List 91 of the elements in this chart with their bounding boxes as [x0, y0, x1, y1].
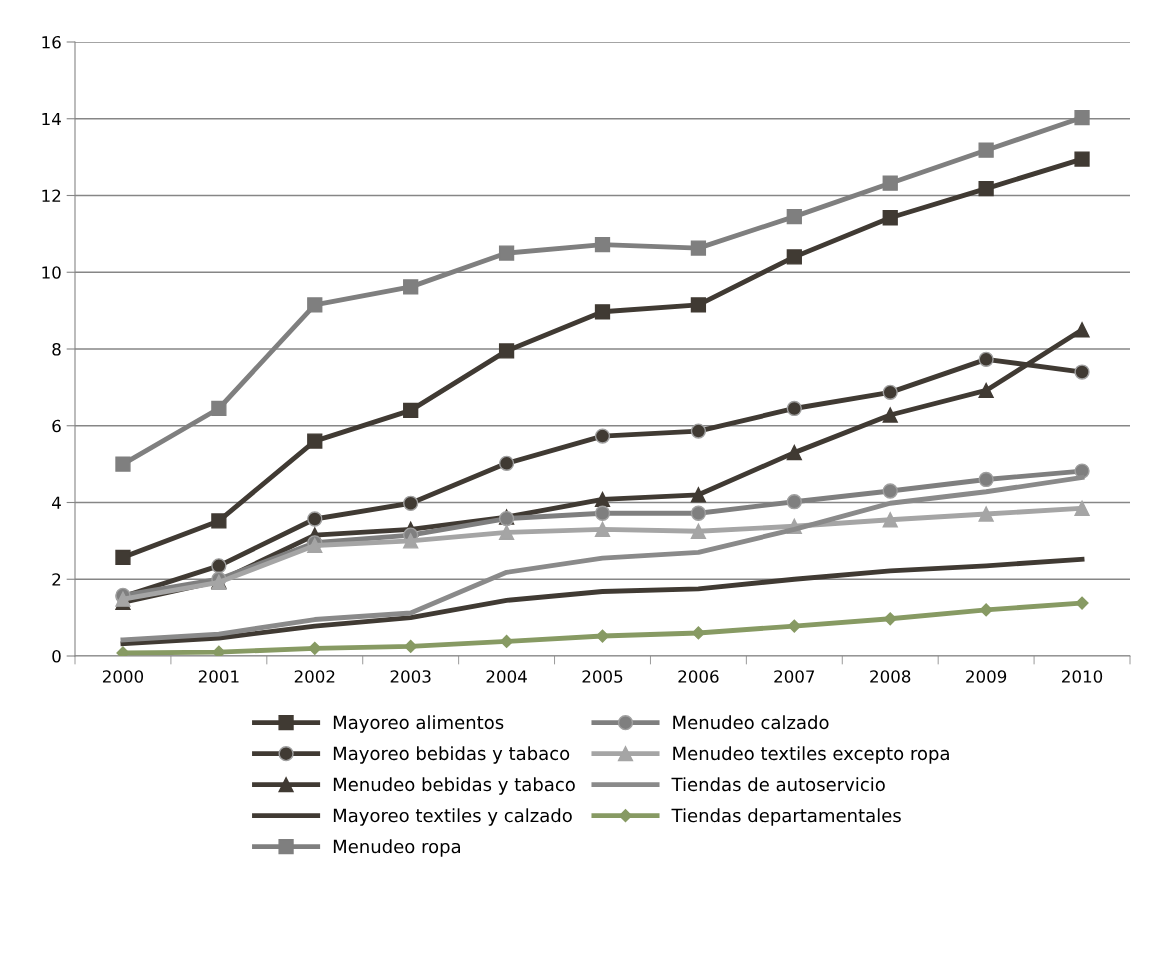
legend-label: Menudeo ropa — [333, 839, 460, 857]
point — [691, 626, 705, 640]
y-tick-label: 8 — [52, 342, 61, 356]
legend-label: Menudeo calzado — [673, 715, 829, 730]
y-tick-label: 16 — [42, 35, 61, 49]
point — [594, 236, 611, 253]
point — [500, 634, 514, 649]
point — [786, 494, 802, 510]
point — [403, 279, 419, 295]
point — [1075, 596, 1089, 610]
point — [1074, 109, 1090, 126]
legend-label: Menudeo bebidas y tabaco — [333, 777, 575, 795]
point — [403, 495, 419, 511]
point — [786, 208, 802, 225]
point — [115, 456, 131, 472]
point — [1074, 322, 1090, 338]
point — [211, 558, 227, 574]
y-tick-label: 12 — [42, 189, 61, 202]
point — [595, 629, 610, 643]
point — [882, 407, 898, 423]
y-tick-label: 0 — [52, 649, 61, 663]
point — [1074, 151, 1090, 167]
point — [690, 523, 707, 539]
point — [594, 304, 611, 320]
point — [883, 612, 897, 626]
point — [404, 639, 418, 653]
point — [498, 343, 515, 359]
point — [211, 400, 227, 417]
point — [594, 491, 611, 508]
point — [979, 603, 993, 617]
legend-label: Mayoreo bebidas y tabaco — [333, 746, 570, 764]
point — [307, 433, 323, 449]
point — [882, 384, 898, 401]
legend-label: Menudeo textiles excepto ropa — [673, 746, 949, 764]
legend-label: Tiendas de autoservicio — [671, 777, 885, 792]
point — [690, 487, 707, 503]
point — [403, 402, 419, 419]
point — [594, 505, 611, 521]
point — [882, 210, 898, 226]
x-tick-label: 2007 — [774, 670, 815, 683]
point — [787, 619, 801, 633]
x-tick-label: 2009 — [966, 670, 1007, 683]
y-tick-label: 14 — [42, 112, 61, 126]
point — [403, 533, 419, 549]
legend-label: Tiendas departamentales — [671, 808, 901, 826]
point — [882, 175, 898, 191]
point — [786, 444, 802, 461]
point — [307, 297, 323, 313]
point — [594, 428, 611, 444]
x-tick-label: 2002 — [294, 670, 335, 683]
point — [690, 297, 707, 313]
point — [116, 646, 130, 656]
point — [978, 382, 994, 399]
x-tick-label: 2003 — [390, 670, 431, 683]
x-tick-label: 2000 — [102, 670, 144, 683]
legend-label: Mayoreo alimentos — [333, 715, 504, 733]
y-tick-label: 10 — [42, 266, 61, 279]
point — [498, 524, 515, 541]
point — [786, 400, 802, 417]
point — [211, 513, 227, 529]
point — [690, 505, 707, 521]
point — [307, 511, 323, 527]
x-tick-label: 2010 — [1062, 670, 1103, 683]
point — [1074, 364, 1090, 380]
point — [690, 423, 707, 439]
point — [594, 521, 611, 538]
point — [978, 180, 994, 197]
point — [690, 240, 707, 256]
point — [882, 483, 898, 499]
x-tick-label: 2008 — [870, 670, 911, 683]
point — [1074, 500, 1090, 516]
point — [882, 512, 898, 528]
point — [498, 245, 515, 261]
line-series — [120, 556, 1085, 647]
point — [786, 249, 802, 265]
x-tick-label: 2005 — [582, 670, 623, 683]
point — [115, 549, 131, 566]
point — [212, 645, 226, 656]
point — [978, 351, 994, 368]
point — [978, 471, 994, 488]
y-tick-label: 4 — [52, 496, 61, 509]
y-tick-label: 6 — [52, 419, 61, 433]
x-tick-label: 2001 — [198, 670, 239, 683]
x-tick-label: 2006 — [678, 670, 719, 683]
point — [978, 506, 994, 522]
point — [308, 641, 322, 655]
point — [978, 142, 994, 158]
y-tick-label: 2 — [52, 573, 61, 586]
point — [498, 455, 515, 471]
x-tick-label: 2004 — [486, 670, 527, 683]
legend-label: Mayoreo textiles y calzado — [333, 808, 572, 826]
